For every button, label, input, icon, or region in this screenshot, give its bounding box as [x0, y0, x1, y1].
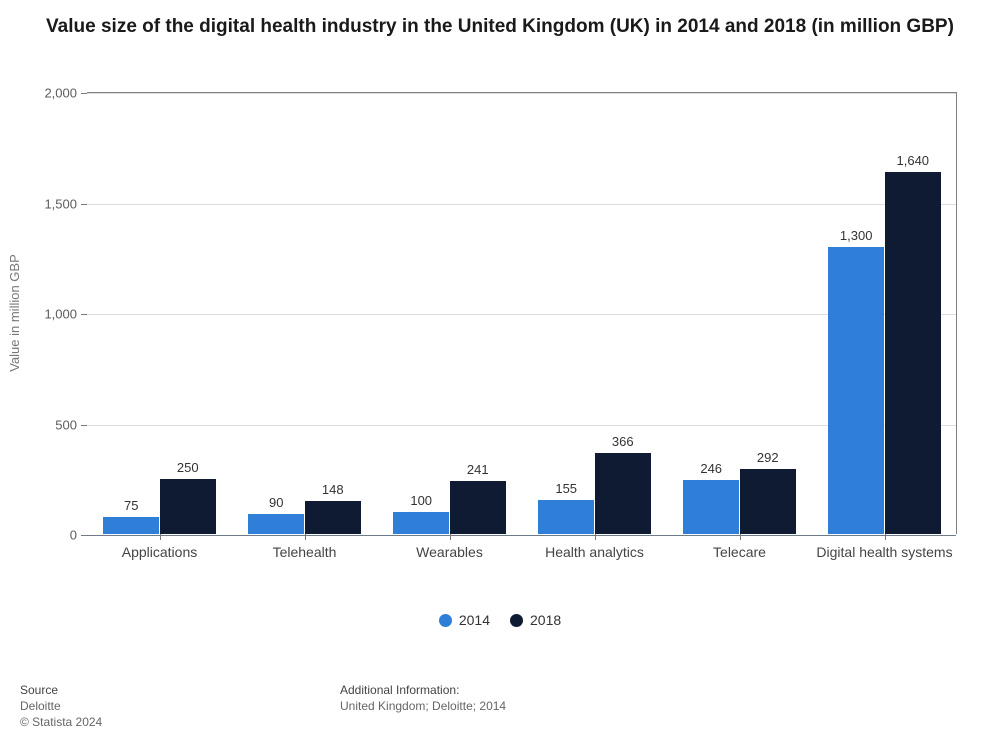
bar-value-label: 148: [322, 482, 344, 501]
xtick-label: Wearables: [380, 534, 520, 561]
source-value: Deloitte: [20, 699, 340, 713]
additional-info-label: Additional Information:: [340, 683, 980, 697]
xtick-label: Telehealth: [235, 534, 375, 561]
bar-value-label: 241: [467, 462, 489, 481]
ytick-label: 1,500: [44, 196, 87, 211]
ytick-label: 1,000: [44, 307, 87, 322]
xtick-label: Health analytics: [525, 534, 665, 561]
bar: 250: [160, 479, 217, 534]
gridline: [87, 93, 956, 94]
bar: 1,640: [885, 172, 942, 534]
additional-info-value: United Kingdom; Deloitte; 2014: [340, 699, 980, 713]
bar-value-label: 155: [555, 481, 577, 500]
bar: 1,300: [828, 247, 885, 534]
legend-label: 2014: [459, 612, 490, 628]
gridline: [87, 204, 956, 205]
legend-swatch: [510, 614, 523, 627]
legend-swatch: [439, 614, 452, 627]
xtick-label: Telecare: [670, 534, 810, 561]
ytick-label: 0: [70, 528, 87, 543]
gridline: [87, 314, 956, 315]
source-label: Source: [20, 683, 340, 697]
bar: 366: [595, 453, 652, 534]
footer: Source Deloitte © Statista 2024 Addition…: [20, 683, 980, 729]
legend-item: 2018: [510, 612, 561, 628]
bar-value-label: 250: [177, 460, 199, 479]
bar-value-label: 292: [757, 450, 779, 469]
bar-value-label: 246: [700, 461, 722, 480]
bar-value-label: 90: [269, 495, 283, 514]
xtick-label: Applications: [90, 534, 230, 561]
bar-value-label: 1,640: [896, 153, 929, 172]
bar-value-label: 366: [612, 434, 634, 453]
legend-label: 2018: [530, 612, 561, 628]
bar: 155: [538, 500, 595, 534]
bar: 148: [305, 501, 362, 534]
ytick-label: 500: [55, 417, 87, 432]
legend-item: 2014: [439, 612, 490, 628]
bar: 100: [393, 512, 450, 534]
ytick-label: 2,000: [44, 86, 87, 101]
bar: 90: [248, 514, 305, 534]
y-axis-label: Value in million GBP: [7, 254, 22, 372]
bar-value-label: 75: [124, 498, 138, 517]
bar-value-label: 100: [410, 493, 432, 512]
bar: 292: [740, 469, 797, 534]
plot-area: 05001,0001,5002,000Applications75250Tele…: [87, 92, 957, 534]
xtick-label: Digital health systems: [815, 534, 955, 561]
bar: 241: [450, 481, 507, 534]
gridline: [87, 425, 956, 426]
legend: 2014 2018: [0, 612, 1000, 630]
copyright: © Statista 2024: [20, 715, 340, 729]
bar-value-label: 1,300: [840, 228, 873, 247]
chart-title: Value size of the digital health industr…: [0, 0, 1000, 48]
bar: 75: [103, 517, 160, 534]
bar: 246: [683, 480, 740, 534]
